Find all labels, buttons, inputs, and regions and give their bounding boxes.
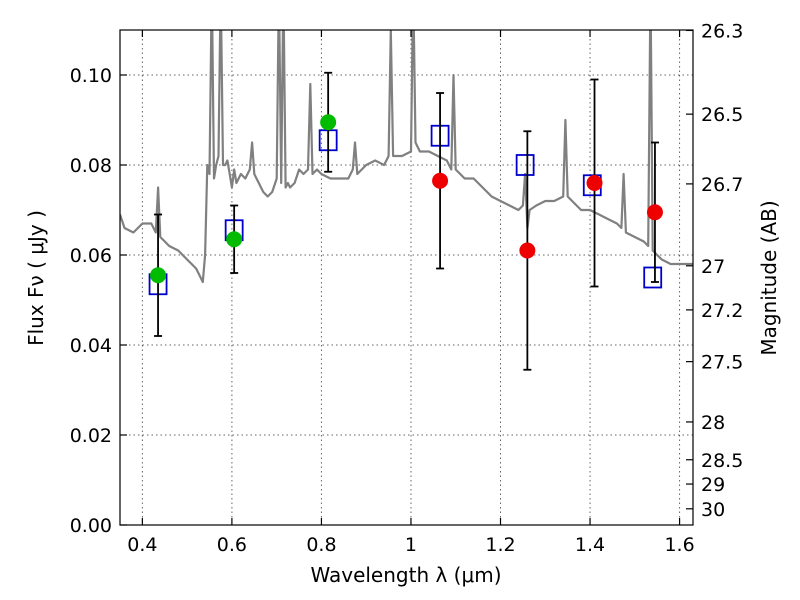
x-axis-title: Wavelength λ (μm) [310,563,501,587]
y-tick-label: 0.06 [70,245,112,267]
y-tick-label: 0.08 [70,155,112,177]
x-tick-label: 0.8 [306,534,336,556]
y2-tick-label: 26.5 [701,104,743,126]
y2-tick-label: 28.5 [701,450,743,472]
y-axis-title: Flux Fν ( μJy ) [24,210,48,346]
y2-tick-label: 28 [701,412,725,434]
spectrum-line [120,30,693,284]
detection-point [150,267,167,284]
plot-layer [120,30,693,371]
y2-tick-label: 27.2 [701,300,743,322]
y2-tick-label: 27.5 [701,352,743,374]
detection-point [519,242,536,259]
plot-frame [119,29,694,526]
detection-point [320,114,337,131]
y2-tick-label: 26.7 [701,174,743,196]
y2-tick-label: 26.3 [701,20,743,42]
x-tick-label: 1.2 [485,534,515,556]
y-tick-label: 0.02 [70,425,112,447]
detection-point [586,175,603,191]
x-tick-label: 1.4 [575,534,605,556]
x-tick-label: 1.6 [664,534,694,556]
axes-layer: 0.4 0.6 0.8 1 1.2 1.4 1.6 0.00 0.02 0.04 0.06 0.08 0… [70,20,744,556]
x-tick-label: 0.6 [217,534,247,556]
y2-tick-label: 29 [701,474,725,496]
y-tick-label: 0.04 [70,335,112,357]
y-tick-label: 0.00 [70,515,112,537]
y2-axis-title: Magnitude (AB) [757,200,781,355]
detection-point [432,172,449,189]
y2-tick-label: 27 [701,256,725,278]
detection-point [226,231,243,248]
y2-tick-label: 30 [701,499,725,521]
model-photometry-square [643,266,663,289]
model-photometry-square [515,154,535,176]
x-tick-label: 1 [405,534,417,556]
x-tick-label: 0.4 [127,534,157,556]
detection-point [646,204,663,221]
grid-layer [120,30,693,526]
y-tick-label: 0.10 [70,65,112,87]
